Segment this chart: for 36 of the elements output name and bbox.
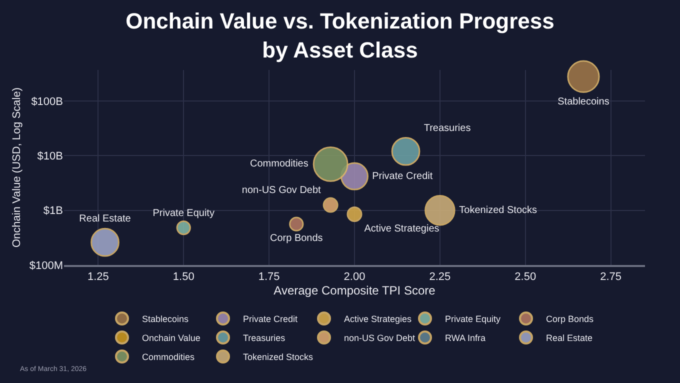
legend-label: Stablecoins <box>142 314 190 324</box>
chart-title: Onchain Value vs. Tokenization Progress by Asset Class <box>126 8 554 62</box>
text: Tokenized Stocks <box>459 204 538 216</box>
text: Active Strategies <box>364 223 440 234</box>
text: Private Credit <box>372 170 433 182</box>
legend-label: Real Estate <box>546 333 593 344</box>
legend-label: Private Credit <box>243 314 298 324</box>
legend-label: Private Equity <box>445 314 502 324</box>
legend-label: Treasuries <box>243 333 286 344</box>
x-tick-label: 2.75 <box>600 271 622 284</box>
text: Stablecoins <box>558 96 610 108</box>
legend-label: RWA Infra <box>445 333 486 344</box>
legend-label: Onchain Value <box>142 333 200 344</box>
text: Private Equity <box>152 208 214 220</box>
legend-label: Commodities <box>142 352 196 362</box>
text: Commodities <box>250 158 308 170</box>
y-tick-label: $100M <box>29 260 63 272</box>
y-tick-label: $1B <box>43 205 63 218</box>
x-tick-label: 2.50 <box>514 271 536 284</box>
text: non-US Gov Debt <box>242 184 321 196</box>
x-tick-label: 2.00 <box>344 271 366 284</box>
y-tick-label: $10B <box>37 150 63 163</box>
text: Corp Bonds <box>270 232 323 244</box>
legend-label: Corp Bonds <box>546 314 594 324</box>
text: Real Estate <box>79 214 131 225</box>
x-axis-title: Average Composite TPI Score <box>274 284 436 298</box>
legend-label: Active Strategies <box>344 314 412 324</box>
legend-label: Tokenized Stocks <box>243 352 314 362</box>
x-tick-label: 1.75 <box>258 271 280 284</box>
y-tick-label: $100B <box>31 96 63 108</box>
x-tick-label: 1.50 <box>172 271 194 284</box>
x-tick-label: 2.25 <box>429 271 451 284</box>
x-tick-label: 1.25 <box>87 271 109 284</box>
y-axis-title: Onchain Value (USD, Log Scale) <box>11 88 24 248</box>
text: Treasuries <box>424 122 471 134</box>
legend-label: non-US Gov Debt <box>344 333 416 344</box>
